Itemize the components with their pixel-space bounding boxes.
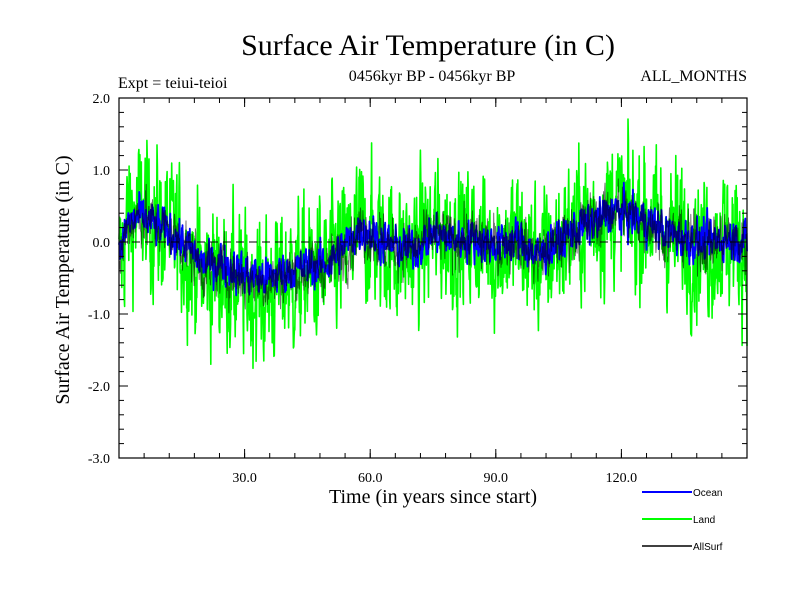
y-tick-label: 0.0 [93,236,111,251]
x-tick-label: 120.0 [606,471,638,486]
legend-label-land: Land [693,515,715,526]
x-tick-label: 60.0 [358,471,383,486]
months-label: ALL_MONTHS [640,68,747,85]
legend-label-allsurf: AllSurf [693,542,723,553]
legend: Ocean Land AllSurf [642,488,723,553]
x-tick-label: 30.0 [232,471,257,486]
y-axis-label: Surface Air Temperature (in C) [52,155,74,404]
series-layer [118,118,748,370]
y-tick-label: 1.0 [93,164,111,179]
legend-label-ocean: Ocean [693,488,722,499]
y-tick-label: -1.0 [88,308,110,323]
y-tick-label: -2.0 [88,380,110,395]
experiment-label: Expt = teiui-teioi [118,75,228,92]
period-label: 0456kyr BP - 0456kyr BP [349,68,516,85]
chart-title: Surface Air Temperature (in C) [241,29,615,62]
plot-frame [118,97,748,459]
x-tick-label: 90.0 [484,471,509,486]
ticks-layer: -3.0 -2.0 -1.0 0.0 1.0 2.0 30.0 60.0 90.0 120.0 [88,92,748,486]
x-axis-label: Time (in years since start) [329,486,537,508]
y-tick-label: -3.0 [88,452,110,467]
y-tick-label: 2.0 [93,92,111,107]
series-line-land [118,118,748,370]
